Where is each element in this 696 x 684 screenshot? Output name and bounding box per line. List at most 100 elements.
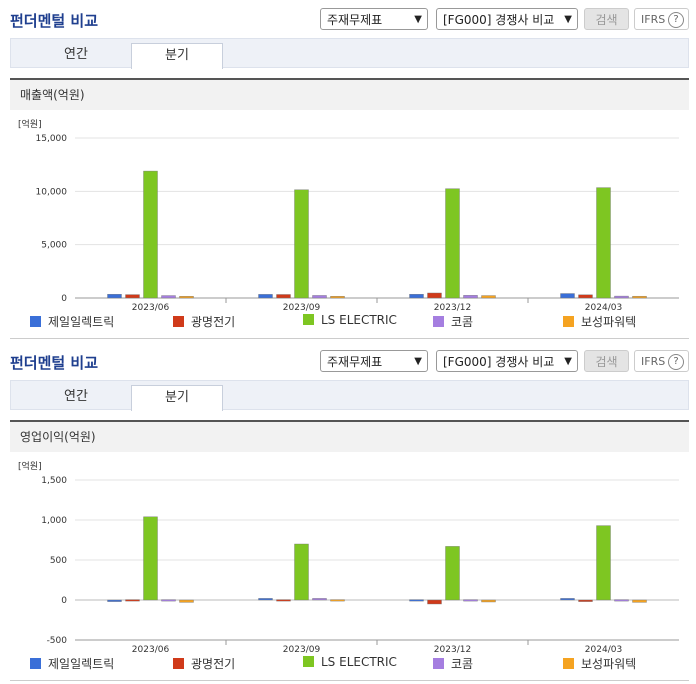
bar xyxy=(427,599,442,605)
bar xyxy=(445,188,460,299)
ifrs-label: IFRS xyxy=(641,355,666,368)
x-tick-label: 2023/09 xyxy=(283,645,321,654)
bar xyxy=(632,599,647,603)
legend-item[interactable]: LS ELECTRIC xyxy=(303,655,397,669)
ifrs-button[interactable]: IFRS ? xyxy=(634,350,689,372)
page-title: 펀더멘털 비교 xyxy=(10,354,99,372)
period-tabs: 연간 분기 xyxy=(10,38,689,69)
legend-label: 보성파워텍 xyxy=(581,315,637,329)
y-tick-label: 15,000 xyxy=(36,134,68,144)
legend-swatch xyxy=(433,316,444,327)
chevron-down-icon: ▼ xyxy=(564,14,572,25)
y-tick-label: -500 xyxy=(47,636,68,646)
y-tick-label: 5,000 xyxy=(41,241,67,251)
fundamental-panel-1: 펀더멘털 비교 주재무제표 ▼ [FG000] 경쟁사 비교 ▼ 검색 IFRS… xyxy=(0,0,696,340)
chevron-down-icon: ▼ xyxy=(414,356,422,367)
bar xyxy=(463,295,478,299)
peer-select-value: [FG000] 경쟁사 비교 xyxy=(443,355,555,369)
revenue-chart-svg: [억원] 0 5,000 10,000 15,000 2023/06 2023/09 2023… xyxy=(18,118,679,312)
y-tick-label: 1,000 xyxy=(41,516,67,526)
y-tick-label: 500 xyxy=(50,556,67,566)
bar xyxy=(330,296,345,299)
bar xyxy=(578,599,593,602)
legend-label: 제일일렉트릭 xyxy=(48,315,115,329)
bar xyxy=(161,599,176,602)
legend-swatch xyxy=(303,314,314,325)
bar xyxy=(179,296,194,299)
legend-item[interactable]: 코콤 xyxy=(433,655,473,672)
operating-profit-chart: 영업이익(억원) [억원] -500 0 500 1,000 1,500 2023/06 20… xyxy=(10,420,689,682)
x-tick-label: 2024/03 xyxy=(585,645,622,654)
bar xyxy=(179,599,194,603)
statement-select-value: 주재무제표 xyxy=(327,355,383,369)
bar xyxy=(107,599,122,602)
legend-item[interactable]: 제일일렉트릭 xyxy=(30,313,114,330)
tab-quarterly[interactable]: 분기 xyxy=(131,385,223,411)
peer-select[interactable]: [FG000] 경쟁사 비교 ▼ xyxy=(436,8,578,30)
legend-item[interactable]: 보성파워텍 xyxy=(563,655,636,672)
chart-title: 영업이익(억원) xyxy=(10,422,689,452)
statement-select[interactable]: 주재무제표 ▼ xyxy=(320,350,428,372)
y-tick-label: 0 xyxy=(61,294,67,304)
bar xyxy=(427,292,442,299)
tab-quarterly[interactable]: 분기 xyxy=(131,43,223,69)
chevron-down-icon: ▼ xyxy=(564,356,572,367)
legend-swatch xyxy=(563,316,574,327)
peer-select[interactable]: [FG000] 경쟁사 비교 ▼ xyxy=(436,350,578,372)
bar xyxy=(445,546,460,601)
bar xyxy=(276,599,291,602)
legend-label: 광명전기 xyxy=(191,657,236,671)
y-tick-label: 1,500 xyxy=(41,476,67,486)
bar xyxy=(481,295,496,299)
legend-item[interactable]: 코콤 xyxy=(433,313,473,330)
bar xyxy=(578,294,593,299)
chevron-down-icon: ▼ xyxy=(414,14,422,25)
legend-swatch xyxy=(30,658,41,669)
bar xyxy=(143,170,158,299)
search-button[interactable]: 검색 xyxy=(584,350,629,372)
bar xyxy=(481,599,496,603)
legend-swatch xyxy=(563,658,574,669)
statement-select[interactable]: 주재무제표 ▼ xyxy=(320,8,428,30)
y-tick-label: 0 xyxy=(61,596,67,606)
ifrs-button[interactable]: IFRS ? xyxy=(634,8,689,30)
bar xyxy=(409,294,424,299)
help-icon[interactable]: ? xyxy=(668,12,684,28)
help-icon[interactable]: ? xyxy=(668,354,684,370)
ifrs-label: IFRS xyxy=(641,13,666,26)
legend-swatch xyxy=(303,656,314,667)
x-tick-label: 2023/06 xyxy=(132,303,170,312)
legend-swatch xyxy=(433,658,444,669)
chart-legend: 제일일렉트릭 광명전기 LS ELECTRIC 코콤 보성파워텍 xyxy=(30,655,680,673)
divider xyxy=(10,338,689,339)
fundamental-panel-2: 펀더멘털 비교 주재무제표 ▼ [FG000] 경쟁사 비교 ▼ 검색 IFRS… xyxy=(0,342,696,682)
bar xyxy=(596,525,611,601)
y-unit-label: [억원] xyxy=(18,460,42,472)
y-unit-label: [억원] xyxy=(18,118,42,130)
search-button[interactable]: 검색 xyxy=(584,8,629,30)
legend-item[interactable]: 제일일렉트릭 xyxy=(30,655,114,672)
legend-item[interactable]: 광명전기 xyxy=(173,655,235,672)
chart-legend: 제일일렉트릭 광명전기 LS ELECTRIC 코콤 보성파워텍 xyxy=(30,313,680,331)
legend-item[interactable]: 광명전기 xyxy=(173,313,235,330)
legend-swatch xyxy=(173,658,184,669)
tab-annual[interactable]: 연간 xyxy=(64,389,88,404)
bar xyxy=(294,189,309,299)
bar xyxy=(596,187,611,299)
bar xyxy=(560,293,575,299)
tab-annual[interactable]: 연간 xyxy=(64,47,88,62)
bar xyxy=(276,294,291,299)
legend-label: 코콤 xyxy=(451,315,474,329)
legend-label: 코콤 xyxy=(451,657,474,671)
bar xyxy=(614,599,629,602)
bar xyxy=(294,543,309,601)
legend-label: 보성파워텍 xyxy=(581,657,637,671)
bar xyxy=(125,599,140,602)
legend-item[interactable]: LS ELECTRIC xyxy=(303,313,397,327)
legend-swatch xyxy=(30,316,41,327)
legend-swatch xyxy=(173,316,184,327)
legend-item[interactable]: 보성파워텍 xyxy=(563,313,636,330)
x-tick-label: 2023/09 xyxy=(283,303,321,312)
bar xyxy=(463,599,478,602)
bar xyxy=(258,598,273,601)
